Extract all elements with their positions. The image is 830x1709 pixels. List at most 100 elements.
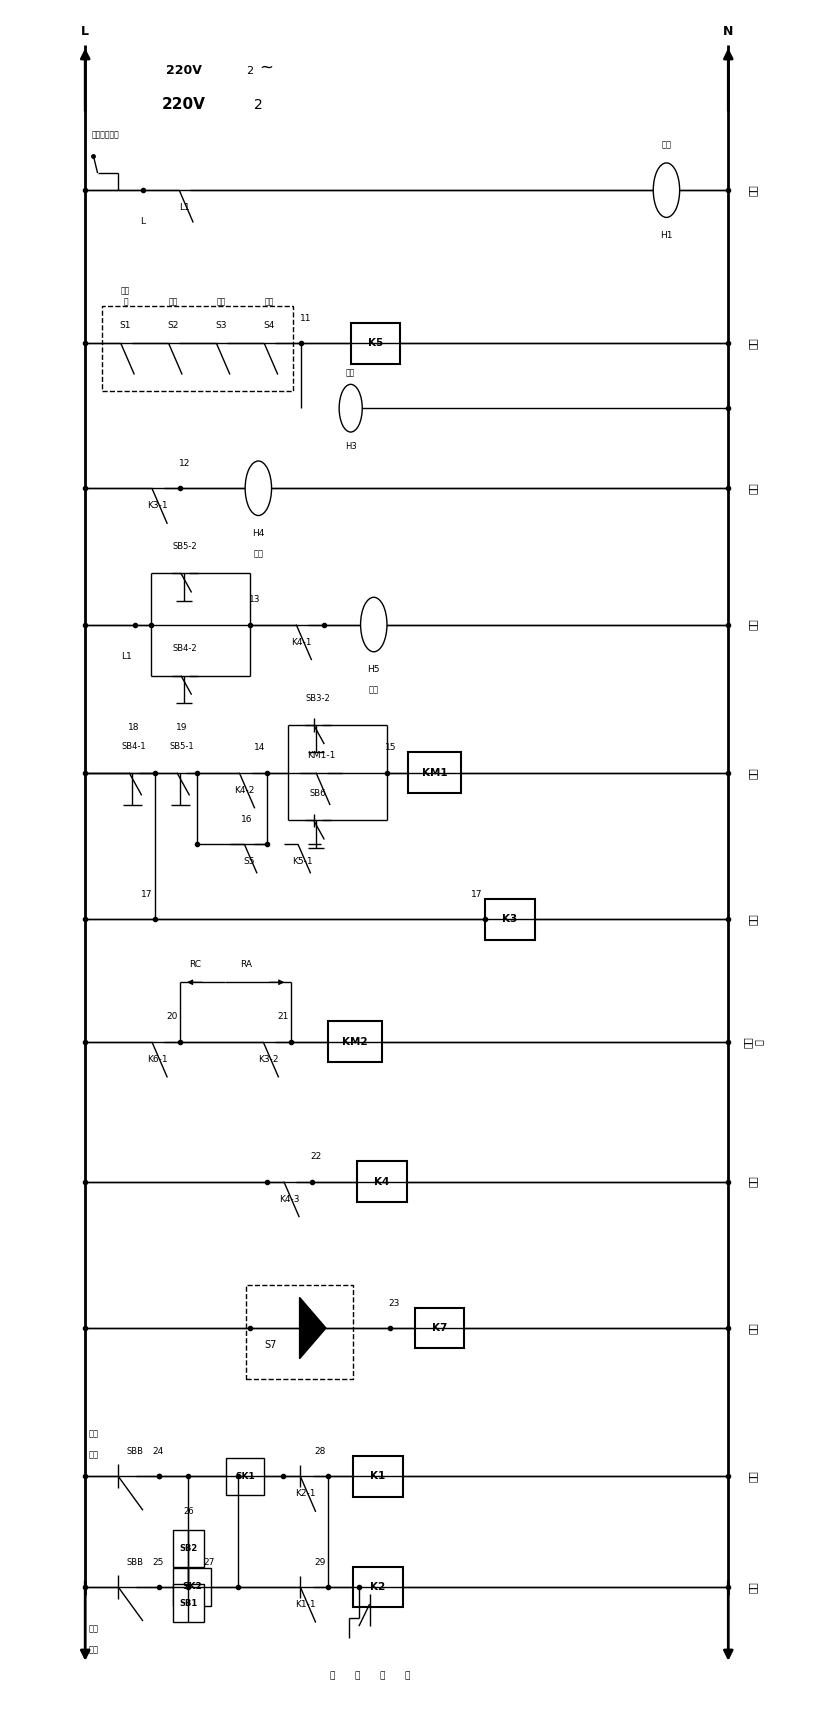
Text: L: L bbox=[140, 217, 145, 226]
Text: SB4-2: SB4-2 bbox=[173, 644, 198, 653]
Text: ~: ~ bbox=[260, 58, 274, 77]
Text: 件: 件 bbox=[379, 1671, 385, 1680]
Text: 故障: 故障 bbox=[748, 1176, 758, 1188]
Bar bbox=[102, 306, 293, 391]
Text: 14: 14 bbox=[253, 743, 265, 752]
Bar bbox=[485, 899, 535, 940]
Text: 23: 23 bbox=[388, 1299, 400, 1307]
Text: 电源钥匙开关: 电源钥匙开关 bbox=[92, 130, 120, 138]
Text: 红灯: 红灯 bbox=[662, 140, 671, 149]
Text: K1-1: K1-1 bbox=[295, 1600, 316, 1610]
Bar bbox=[408, 752, 461, 793]
Bar bbox=[354, 1567, 403, 1608]
Text: SB5-2: SB5-2 bbox=[173, 542, 198, 552]
Text: 运行: 运行 bbox=[748, 913, 758, 925]
Text: 外部: 外部 bbox=[89, 1625, 99, 1634]
Bar bbox=[357, 1160, 407, 1201]
Text: 安全
笼: 安全 笼 bbox=[121, 287, 130, 306]
Text: K4: K4 bbox=[374, 1176, 390, 1186]
Text: 25: 25 bbox=[152, 1557, 164, 1567]
Text: 16: 16 bbox=[241, 815, 252, 824]
Bar bbox=[173, 1530, 204, 1567]
Text: K4-2: K4-2 bbox=[235, 786, 255, 795]
Text: 26: 26 bbox=[183, 1507, 193, 1516]
Text: 门限: 门限 bbox=[748, 338, 758, 349]
Bar bbox=[173, 1569, 212, 1606]
Text: SBB: SBB bbox=[126, 1448, 144, 1456]
Text: 2: 2 bbox=[247, 67, 254, 75]
Text: 24: 24 bbox=[152, 1448, 164, 1456]
Text: H3: H3 bbox=[344, 443, 357, 451]
Text: 笼门: 笼门 bbox=[217, 297, 226, 306]
Text: S4: S4 bbox=[263, 321, 275, 330]
Circle shape bbox=[245, 461, 271, 516]
Text: L1: L1 bbox=[121, 651, 132, 661]
Text: 17: 17 bbox=[471, 890, 482, 899]
Bar bbox=[354, 1456, 403, 1497]
Text: K6-1: K6-1 bbox=[147, 1054, 168, 1065]
Text: 29: 29 bbox=[315, 1557, 326, 1567]
Bar bbox=[351, 323, 400, 364]
Text: 2: 2 bbox=[254, 97, 263, 113]
Text: K5-1: K5-1 bbox=[292, 858, 313, 866]
Text: 笼门: 笼门 bbox=[265, 297, 274, 306]
Text: 下降: 下降 bbox=[748, 1581, 758, 1593]
Text: 制动
开: 制动 开 bbox=[742, 1036, 764, 1048]
Text: 天窗: 天窗 bbox=[168, 297, 178, 306]
Text: 上电: 上电 bbox=[748, 767, 758, 779]
Text: 柄: 柄 bbox=[404, 1671, 409, 1680]
Text: 停靠: 停靠 bbox=[89, 1644, 99, 1654]
Text: RA: RA bbox=[240, 960, 252, 969]
Text: S1: S1 bbox=[120, 321, 131, 330]
Text: 运行: 运行 bbox=[748, 482, 758, 494]
Text: H1: H1 bbox=[660, 231, 672, 239]
Text: SK1: SK1 bbox=[235, 1471, 255, 1480]
Text: 21: 21 bbox=[277, 1012, 289, 1022]
Text: 报警: 报警 bbox=[748, 619, 758, 631]
Bar bbox=[246, 1285, 354, 1379]
Text: K2-1: K2-1 bbox=[295, 1490, 316, 1499]
Text: H5: H5 bbox=[368, 665, 380, 675]
Text: S3: S3 bbox=[216, 321, 227, 330]
Text: 17: 17 bbox=[141, 890, 153, 899]
Text: K4-1: K4-1 bbox=[291, 637, 312, 646]
Circle shape bbox=[339, 385, 362, 432]
Text: K5: K5 bbox=[368, 338, 383, 349]
Text: SB6: SB6 bbox=[310, 790, 326, 798]
Polygon shape bbox=[300, 1297, 326, 1359]
Text: K2: K2 bbox=[370, 1583, 385, 1593]
Text: S2: S2 bbox=[168, 321, 179, 330]
Text: SB2: SB2 bbox=[179, 1545, 198, 1553]
Text: SB5-1: SB5-1 bbox=[169, 742, 194, 750]
Text: 28: 28 bbox=[315, 1448, 326, 1456]
Text: 27: 27 bbox=[203, 1557, 215, 1567]
Circle shape bbox=[360, 596, 387, 651]
Text: 绿灯: 绿灯 bbox=[253, 550, 263, 559]
Circle shape bbox=[653, 162, 680, 217]
Text: S7: S7 bbox=[265, 1340, 277, 1350]
Text: 12: 12 bbox=[178, 458, 190, 468]
Text: 楼层: 楼层 bbox=[89, 1430, 99, 1439]
Text: 20: 20 bbox=[166, 1012, 178, 1022]
Text: 上升: 上升 bbox=[748, 1470, 758, 1482]
Text: 绿灯: 绿灯 bbox=[346, 369, 355, 378]
Text: K3: K3 bbox=[502, 914, 517, 925]
Text: 波: 波 bbox=[354, 1671, 360, 1680]
Text: 18: 18 bbox=[128, 723, 139, 731]
Text: 13: 13 bbox=[248, 595, 260, 603]
Text: K7: K7 bbox=[432, 1323, 447, 1333]
Text: S5: S5 bbox=[243, 858, 255, 866]
Text: RC: RC bbox=[189, 960, 201, 969]
Text: KM1: KM1 bbox=[422, 767, 447, 778]
Text: 电源: 电源 bbox=[748, 185, 758, 197]
Bar bbox=[329, 1022, 382, 1063]
Text: 上限: 上限 bbox=[748, 1323, 758, 1335]
Text: 19: 19 bbox=[176, 723, 188, 731]
Bar bbox=[227, 1458, 264, 1495]
Text: KM2: KM2 bbox=[343, 1037, 368, 1048]
Text: 停靠: 停靠 bbox=[89, 1451, 99, 1459]
Text: K3-2: K3-2 bbox=[258, 1054, 279, 1065]
Text: SK2: SK2 bbox=[183, 1583, 203, 1591]
Text: 22: 22 bbox=[310, 1152, 322, 1160]
Text: N: N bbox=[723, 26, 734, 38]
